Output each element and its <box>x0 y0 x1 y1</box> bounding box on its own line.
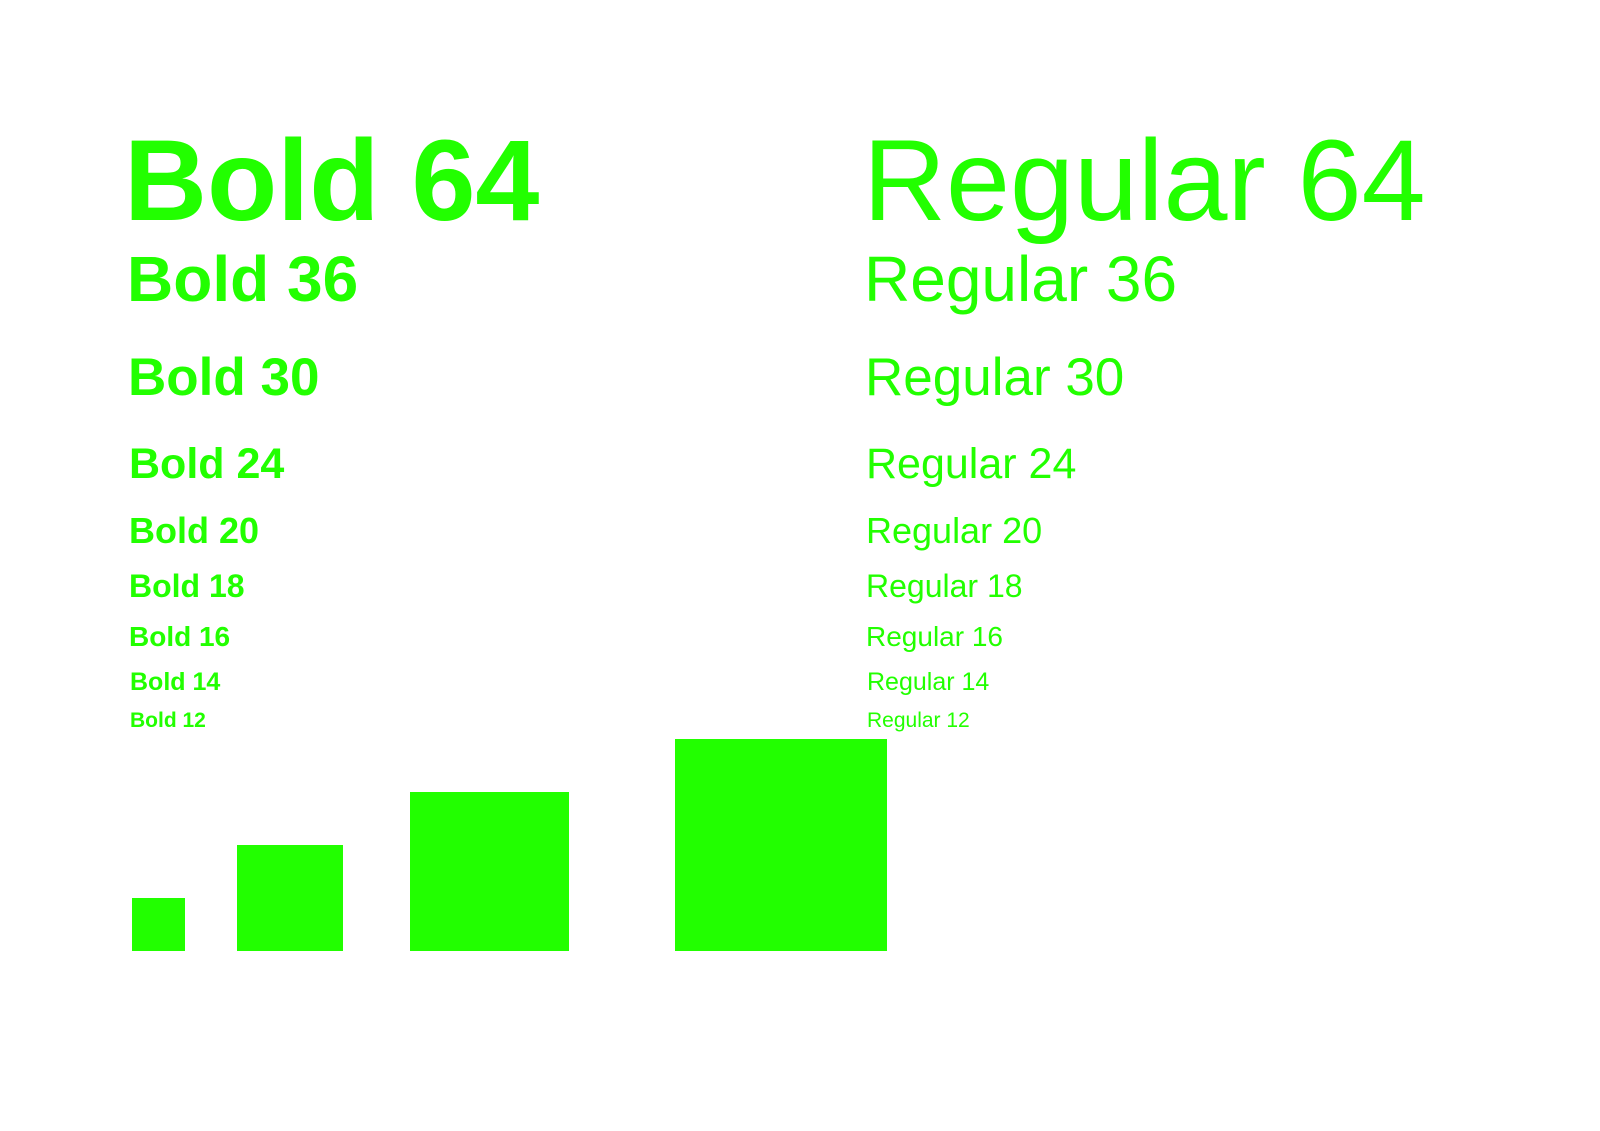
regular-sample-24: Regular 24 <box>866 440 1077 488</box>
small-square <box>132 898 185 951</box>
bold-sample-30: Bold 30 <box>128 348 320 407</box>
bold-sample-12: Bold 12 <box>130 709 206 732</box>
bold-sample-16: Bold 16 <box>129 621 231 652</box>
large-square <box>410 792 569 951</box>
bold-sample-36: Bold 36 <box>127 243 359 315</box>
regular-sample-12: Regular 12 <box>867 709 970 732</box>
regular-sample-18: Regular 18 <box>866 568 1023 604</box>
regular-sample-30: Regular 30 <box>865 348 1125 407</box>
regular-sample-20: Regular 20 <box>866 510 1043 551</box>
bold-sample-64: Bold 64 <box>124 117 540 245</box>
bold-sample-24: Bold 24 <box>129 440 285 488</box>
extra-large-square <box>675 739 887 951</box>
medium-square <box>237 845 343 951</box>
regular-sample-36: Regular 36 <box>864 243 1178 315</box>
regular-sample-64: Regular 64 <box>863 117 1426 245</box>
bold-sample-20: Bold 20 <box>129 510 260 551</box>
bold-sample-14: Bold 14 <box>130 668 221 696</box>
regular-sample-16: Regular 16 <box>866 621 1003 652</box>
bold-sample-18: Bold 18 <box>129 568 245 604</box>
regular-sample-14: Regular 14 <box>867 668 990 696</box>
